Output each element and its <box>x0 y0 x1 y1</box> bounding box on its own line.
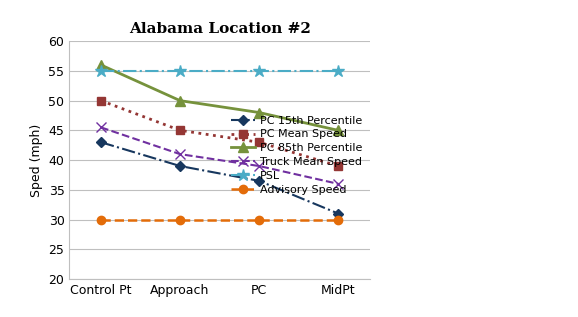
Line: Truck Mean Speed: Truck Mean Speed <box>96 123 343 189</box>
PC 85th Percentile <box>177 99 184 102</box>
Line: PSL: PSL <box>95 65 344 77</box>
Line: PC 15th Percentile: PC 15th Percentile <box>98 139 342 217</box>
PSL <box>255 69 262 73</box>
Truck Mean Speed <box>255 164 262 168</box>
Truck Mean Speed <box>177 152 184 156</box>
PC 15th Percentile <box>255 179 262 183</box>
PC 85th Percentile <box>98 63 105 67</box>
PSL <box>335 69 342 73</box>
PC 15th Percentile <box>177 164 184 168</box>
Title: Alabama Location #2: Alabama Location #2 <box>129 22 310 36</box>
PC Mean Speed <box>177 128 184 132</box>
PC Mean Speed <box>98 99 105 102</box>
Line: Advisory Speed: Advisory Speed <box>97 215 342 224</box>
PC 15th Percentile <box>98 140 105 144</box>
Advisory Speed <box>177 217 184 221</box>
PSL <box>177 69 184 73</box>
Line: PC 85th Percentile: PC 85th Percentile <box>96 60 343 135</box>
PSL <box>98 69 105 73</box>
Advisory Speed <box>335 217 342 221</box>
Advisory Speed <box>255 217 262 221</box>
Truck Mean Speed <box>98 126 105 129</box>
Advisory Speed <box>98 217 105 221</box>
PC Mean Speed <box>255 140 262 144</box>
Y-axis label: Sped (mph): Sped (mph) <box>30 123 43 197</box>
PC Mean Speed <box>335 164 342 168</box>
Legend: PC 15th Percentile, PC Mean Speed, PC 85th Percentile, Truck Mean Speed, PSL, Ad: PC 15th Percentile, PC Mean Speed, PC 85… <box>229 113 364 197</box>
PC 85th Percentile <box>335 128 342 132</box>
Truck Mean Speed <box>335 182 342 186</box>
Line: PC Mean Speed: PC Mean Speed <box>97 96 342 170</box>
PC 85th Percentile <box>255 111 262 114</box>
PC 15th Percentile <box>335 212 342 216</box>
